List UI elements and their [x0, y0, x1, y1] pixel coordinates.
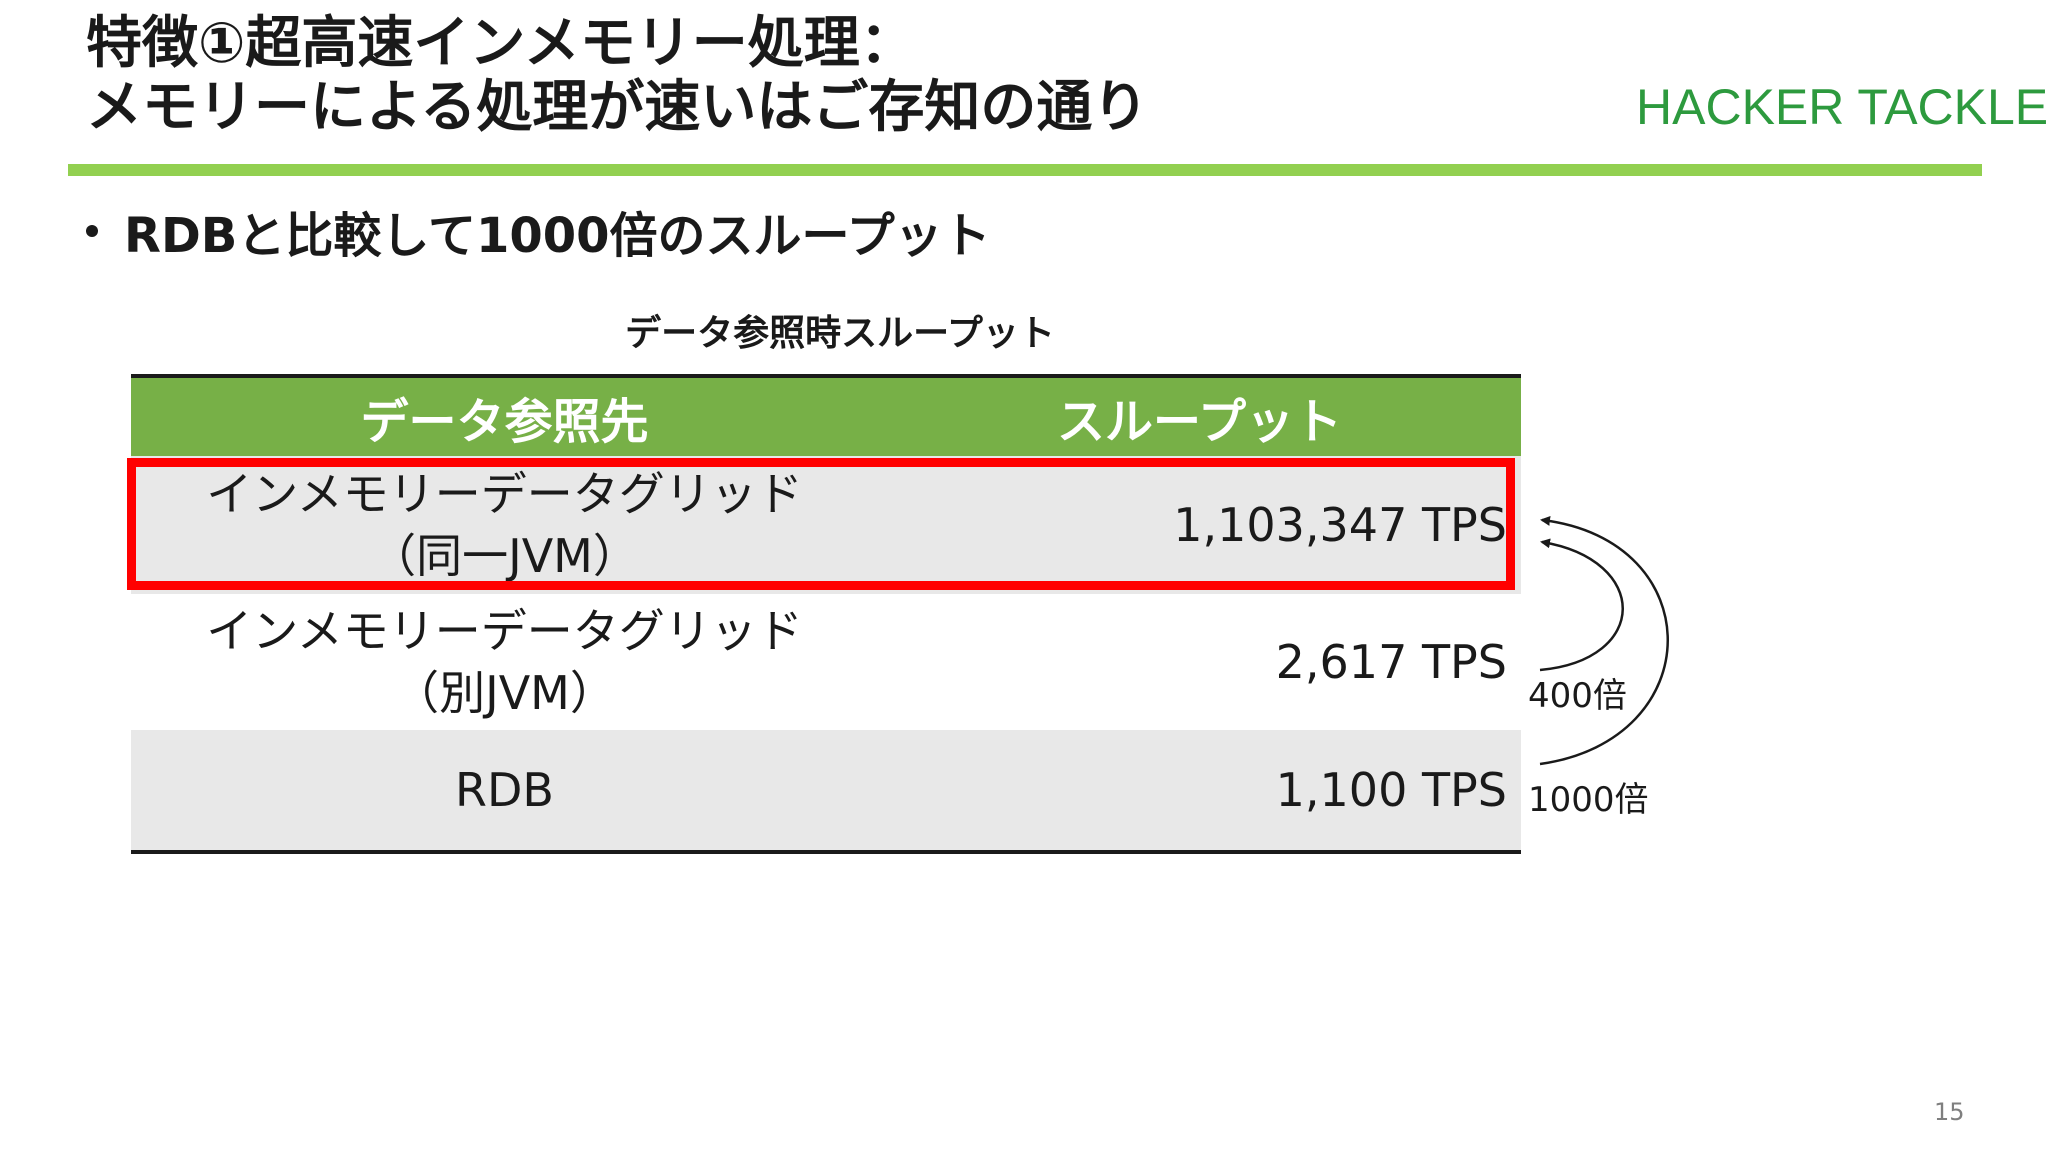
row-name: RDB: [131, 759, 878, 821]
title-line-2: メモリーによる処理が速いはご存知の通り: [86, 75, 1149, 140]
table-header-row: データ参照先 スループット: [131, 374, 1521, 456]
table-row: RDB 1,100 TPS: [131, 730, 1521, 854]
header-reference-target: データ参照先: [360, 394, 649, 450]
bullet-text: RDBと比較して1000倍のスループット: [124, 208, 991, 264]
brand-logo: HACKER TACKLE: [1636, 79, 2048, 135]
bullet-dot-icon: [86, 225, 98, 237]
row-name-line-1: RDB: [455, 763, 554, 817]
title-line-1: 特徴①超高速インメモリー処理：: [86, 11, 916, 76]
throughput-table: データ参照先 スループット インメモリーデータグリッド （同一JVM） 1,10…: [131, 374, 1521, 854]
row-value: 1,100 TPS: [1275, 763, 1507, 817]
row-name-line-1: インメモリーデータグリッド: [206, 467, 803, 521]
multiplier-1000x: 1000倍: [1528, 780, 1649, 820]
row-name-line-1: インメモリーデータグリッド: [206, 604, 803, 658]
row-name: インメモリーデータグリッド （別JVM）: [131, 600, 878, 724]
table-caption: データ参照時スループット: [625, 313, 1055, 354]
page-number: 15: [1934, 1098, 1965, 1126]
bullet-point: RDBと比較して1000倍のスループット: [86, 196, 991, 266]
title-divider: [68, 164, 1982, 176]
table-row: インメモリーデータグリッド （同一JVM） 1,103,347 TPS: [131, 456, 1521, 594]
table-row: インメモリーデータグリッド （別JVM） 2,617 TPS: [131, 594, 1521, 730]
multiplier-400x: 400倍: [1528, 676, 1627, 716]
slide-title: 特徴①超高速インメモリー処理： メモリーによる処理が速いはご存知の通り: [86, 12, 1148, 140]
row-value: 1,103,347 TPS: [1173, 498, 1507, 552]
row-name-line-2: （別JVM）: [393, 666, 616, 720]
arrow-1000x: [1539, 515, 1669, 766]
row-value: 2,617 TPS: [1275, 635, 1507, 689]
comparison-arrows: [1539, 515, 1669, 766]
row-name: インメモリーデータグリッド （同一JVM）: [131, 463, 878, 587]
row-name-line-2: （同一JVM）: [370, 529, 639, 583]
arrow-400x: [1539, 538, 1624, 672]
header-throughput: スループット: [1056, 394, 1343, 450]
